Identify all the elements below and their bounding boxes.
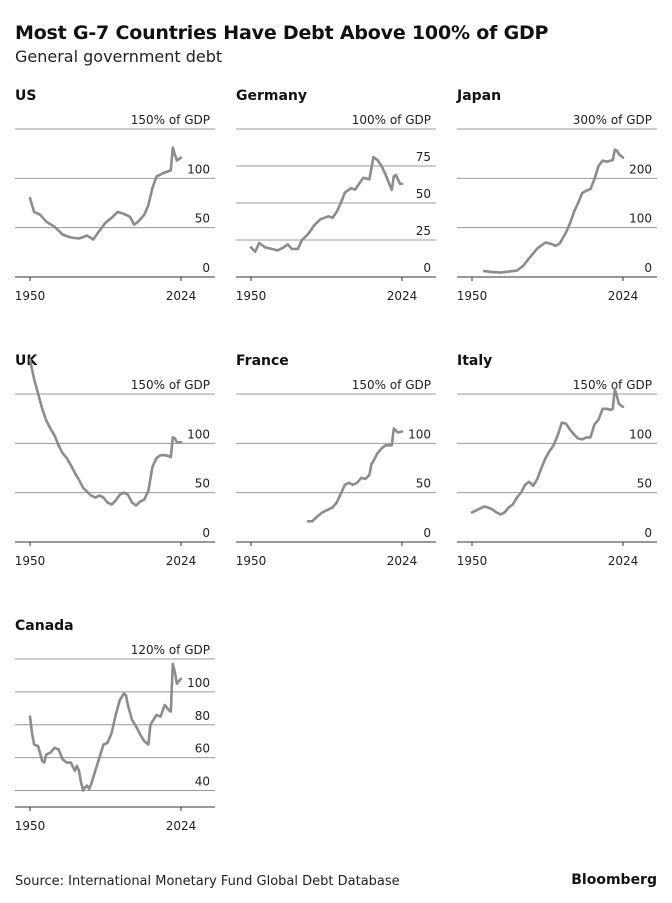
series-line-us xyxy=(28,146,183,241)
line-chart-canada: 40 60 80 100 120% of GDP 1950 2024 xyxy=(15,643,215,833)
line-chart-us: 0 50 100 150% of GDP 1950 2024 xyxy=(15,113,215,303)
chart-subtitle: General government debt xyxy=(15,47,223,66)
source-note: Source: International Monetary Fund Glob… xyxy=(15,874,400,889)
x-tick-label: 2024 xyxy=(166,289,197,303)
y-tick-label: 25 xyxy=(416,224,431,238)
y-tick-label: 100 xyxy=(408,427,431,441)
x-tick-label: 1950 xyxy=(15,819,46,833)
y-tick-label: 50 xyxy=(637,477,652,491)
y-tick-label: 100 xyxy=(629,212,652,226)
x-tick-label: 1950 xyxy=(236,289,267,303)
x-tick-label: 1950 xyxy=(457,554,488,568)
y-tick-label: 300% of GDP xyxy=(573,113,652,127)
y-tick-label: 150% of GDP xyxy=(131,378,210,392)
line-chart-uk: 0 50 100 150% of GDP 1950 2024 xyxy=(15,358,215,568)
y-tick-label: 75 xyxy=(416,150,431,164)
chart-title: Most G-7 Countries Have Debt Above 100% … xyxy=(15,22,549,44)
y-tick-label: 100% of GDP xyxy=(352,113,431,127)
x-tick-label: 2024 xyxy=(608,554,639,568)
x-tick-label: 2024 xyxy=(166,554,197,568)
line-chart-france: 0 50 100 150% of GDP 1950 2024 xyxy=(236,378,436,568)
line-chart-italy: 0 50 100 150% of GDP 1950 2024 xyxy=(457,378,657,568)
y-tick-label: 120% of GDP xyxy=(131,643,210,657)
y-tick-label: 0 xyxy=(423,526,431,540)
x-tick-label: 1950 xyxy=(15,554,46,568)
series-line-france xyxy=(306,427,404,523)
x-tick-label: 2024 xyxy=(608,289,639,303)
y-tick-label: 0 xyxy=(202,526,210,540)
y-tick-label: 150% of GDP xyxy=(573,378,652,392)
y-tick-label: 50 xyxy=(416,477,431,491)
panel-italy: Italy 0 50 100 150% of GDP 1950 2024 xyxy=(457,353,657,568)
series-line-germany xyxy=(249,155,404,254)
y-tick-label: 40 xyxy=(195,775,210,789)
panel-title: Canada xyxy=(15,618,74,634)
panel-canada: Canada 40 60 80 100 120% of GDP 1950 2024 xyxy=(15,618,215,833)
x-tick-label: 1950 xyxy=(236,554,267,568)
panel-germany: Germany 0 25 50 75 100% of GDP 1950 2024 xyxy=(236,88,436,303)
y-tick-label: 150% of GDP xyxy=(131,113,210,127)
panel-france: France 0 50 100 150% of GDP 1950 2024 xyxy=(236,353,436,568)
panel-title: US xyxy=(15,88,37,104)
line-chart-japan: 0 100 200 300% of GDP 1950 2024 xyxy=(457,113,657,303)
bloomberg-logo: Bloomberg xyxy=(571,872,657,888)
x-tick-label: 1950 xyxy=(457,289,488,303)
y-tick-label: 0 xyxy=(644,526,652,540)
panel-uk: UK 0 50 100 150% of GDP 1950 2024 xyxy=(15,353,215,568)
panel-title: Italy xyxy=(457,353,493,369)
panel-title: Germany xyxy=(236,88,308,104)
series-line-japan xyxy=(482,148,625,274)
y-tick-label: 80 xyxy=(195,709,210,723)
y-tick-label: 100 xyxy=(187,162,210,176)
panel-us: US 0 50 100 150% of GDP 1950 2024 xyxy=(15,88,215,303)
y-tick-label: 0 xyxy=(644,261,652,275)
panel-japan: Japan 0 100 200 300% of GDP 1950 2024 xyxy=(457,88,657,303)
line-chart-germany: 0 25 50 75 100% of GDP 1950 2024 xyxy=(236,113,436,303)
x-tick-label: 1950 xyxy=(15,289,46,303)
y-tick-label: 200 xyxy=(629,162,652,176)
y-tick-label: 0 xyxy=(202,261,210,275)
y-tick-label: 100 xyxy=(629,427,652,441)
y-tick-label: 60 xyxy=(195,742,210,756)
series-line-italy xyxy=(470,387,625,516)
y-tick-label: 50 xyxy=(416,187,431,201)
y-tick-label: 50 xyxy=(195,212,210,226)
y-tick-label: 100 xyxy=(187,427,210,441)
y-tick-label: 150% of GDP xyxy=(352,378,431,392)
y-tick-label: 100 xyxy=(187,676,210,690)
x-tick-label: 2024 xyxy=(166,819,197,833)
panel-title: Japan xyxy=(457,88,502,104)
series-line-canada xyxy=(28,662,183,792)
y-tick-label: 50 xyxy=(195,477,210,491)
panel-title: France xyxy=(236,353,289,369)
y-tick-label: 0 xyxy=(423,261,431,275)
x-tick-label: 2024 xyxy=(387,289,418,303)
x-tick-label: 2024 xyxy=(387,554,418,568)
series-line-uk xyxy=(28,358,183,507)
